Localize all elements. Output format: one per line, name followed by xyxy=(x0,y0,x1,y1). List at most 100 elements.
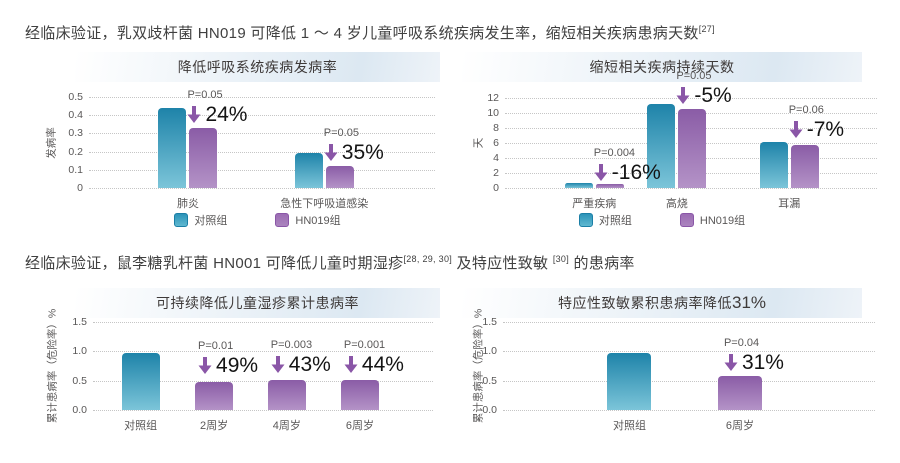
gridline xyxy=(89,188,435,189)
chart-title-emphasis: 31% xyxy=(731,293,767,312)
p-value-label: P=0.05 xyxy=(676,69,712,82)
bar-probiotic-group xyxy=(267,379,306,410)
gridline xyxy=(93,351,433,353)
reduction-percent-label: 35% xyxy=(341,141,384,165)
gridline xyxy=(89,97,435,98)
legend-swatch-hn019 xyxy=(679,213,694,227)
legend-label: 对照组 xyxy=(598,215,632,227)
reduction-row: -16% xyxy=(594,162,661,183)
gridline xyxy=(503,322,875,323)
heading-text: 经临床验证，乳双歧杆菌 HN019 可降低 1 ～ 4 岁儿童呼吸系统疾病发生率… xyxy=(25,25,699,42)
chart-title: 特应性致敏累积患病率降低 xyxy=(557,295,732,311)
chart-title-bar: 降低呼吸系统疾病发病率 xyxy=(75,52,440,82)
y-tick-label: 0.2 xyxy=(68,145,83,158)
y-tick-label: 0 xyxy=(493,182,499,194)
bar-probiotic-group xyxy=(195,381,234,410)
bar-probiotic-group xyxy=(595,183,624,188)
plot-area: 累计患病率（危险率）% 0.0 0.5 1.0 1.5 对照组 6周岁 P=0.04 31% xyxy=(473,309,875,432)
chart-title-bar: 缩短相关疾病持续天数 xyxy=(462,52,862,82)
chart-illness-duration: 缩短相关疾病持续天数 天 0 2 4 6 8 10 12 严重疾病 P=0.004 -16% 高烧 P=… xyxy=(462,52,877,232)
bar-control-group xyxy=(121,353,160,410)
y-tick-label: 1.5 xyxy=(482,316,497,328)
reduction-annotation: P=0.05 24% xyxy=(187,89,247,125)
y-tick-label: 0.1 xyxy=(68,163,83,176)
category-label: 急性下呼吸道感染 xyxy=(280,198,369,210)
reduction-annotation: P=0.05 -5% xyxy=(676,70,731,106)
reduction-annotation: P=0.004 -16% xyxy=(594,147,661,183)
p-value-label: P=0.004 xyxy=(593,146,636,159)
bar-control-group xyxy=(564,183,593,188)
bar-control-group xyxy=(759,141,788,188)
y-tick-label: 1.5 xyxy=(72,316,87,328)
reduction-annotation: P=0.04 31% xyxy=(724,337,784,373)
legend-item: 对照组 xyxy=(578,212,632,228)
reduction-annotation: P=0.05 35% xyxy=(324,127,384,163)
chart-eczema-prevalence: 可持续降低儿童湿疹累计患病率 累计患病率（危险率）% 0.0 0.5 1.0 1.5 对照… xyxy=(47,288,440,448)
y-tick-label: 12 xyxy=(487,92,499,104)
gridline xyxy=(89,133,435,135)
bar-control-group xyxy=(294,153,323,188)
y-tick-label: 1.0 xyxy=(482,345,497,358)
y-tick-label: 0.4 xyxy=(68,109,83,122)
heading-text: 经临床验证，鼠李糖乳杆菌 HN001 可降低儿童时期湿疹 xyxy=(25,255,404,272)
bar-probiotic-group xyxy=(790,144,819,188)
category-label: 2周岁 xyxy=(199,420,229,432)
decrease-arrow-icon xyxy=(324,144,338,162)
y-tick-label: 0 xyxy=(77,182,83,194)
bar-probiotic-group xyxy=(717,375,762,410)
heading-citation: [27] xyxy=(698,24,715,34)
gridline xyxy=(93,380,433,382)
legend-swatch-control xyxy=(578,213,593,227)
decrease-arrow-icon xyxy=(198,356,212,374)
y-tick-label: 10 xyxy=(487,107,499,119)
reduction-row: 49% xyxy=(198,355,258,376)
gridline xyxy=(93,322,433,323)
chart-atopic-sensitization: 特应性致敏累积患病率降低 31% 累计患病率（危险率）% 0.0 0.5 1.0 1.5 对… xyxy=(462,288,875,448)
heading-text: 及特应性致敏 xyxy=(452,255,553,272)
reduction-annotation: P=0.003 43% xyxy=(271,339,331,375)
chart-title: 可持续降低儿童湿疹累计患病率 xyxy=(156,295,359,311)
reduction-row: -7% xyxy=(789,119,844,140)
y-tick-label: 2 xyxy=(493,167,499,179)
decrease-arrow-icon xyxy=(724,354,738,372)
bar-control-group xyxy=(158,107,187,188)
gridline xyxy=(503,351,875,353)
category-label: 4周岁 xyxy=(272,420,301,432)
y-tick-label: 1.0 xyxy=(72,345,87,358)
y-tick-label: 0.3 xyxy=(68,127,83,140)
chart-legend: 对照组 HN019组 xyxy=(462,212,862,228)
p-value-label: P=0.003 xyxy=(270,338,313,351)
bar-probiotic-group xyxy=(189,127,218,188)
reduction-annotation: P=0.01 49% xyxy=(198,340,258,376)
reduction-row: 43% xyxy=(271,354,331,375)
gridline xyxy=(89,115,435,117)
heading-citation: [28, 29, 30] xyxy=(403,254,453,264)
reduction-percent-label: -7% xyxy=(806,118,845,141)
plot-area: 累计患病率（危险率）% 0.0 0.5 1.0 1.5 对照组 2周岁 P=0.01 49% 4周… xyxy=(47,309,433,432)
category-label: 耳漏 xyxy=(778,198,801,210)
reduction-row: -5% xyxy=(676,85,732,106)
chart-legend: 对照组 HN019组 xyxy=(75,212,440,228)
reduction-percent-label: -16% xyxy=(611,160,661,184)
gridline xyxy=(505,188,877,189)
p-value-label: P=0.05 xyxy=(323,127,359,140)
legend-item: HN019组 xyxy=(679,212,745,228)
heading-citation: [30] xyxy=(552,254,570,264)
chart-title: 缩短相关疾病持续天数 xyxy=(589,59,735,75)
gridline xyxy=(89,151,435,153)
gridline xyxy=(93,410,433,411)
p-value-label: P=0.01 xyxy=(198,339,234,352)
decrease-arrow-icon xyxy=(187,106,201,124)
decrease-arrow-icon xyxy=(271,355,285,373)
reduction-percent-label: 44% xyxy=(361,352,404,376)
plot-area: 发病率 0 0.1 0.2 0.3 0.4 0.5 肺炎 P=0.05 24% 急性下呼吸道感染 P=… xyxy=(46,89,435,210)
category-label: 6周岁 xyxy=(725,420,755,432)
bar-control-group xyxy=(647,104,676,188)
p-value-label: P=0.001 xyxy=(343,338,386,351)
section-heading-hn019: 经临床验证，乳双歧杆菌 HN019 可降低 1 ～ 4 岁儿童呼吸系统疾病发生率… xyxy=(25,22,715,43)
reduction-row: 24% xyxy=(187,104,247,125)
reduction-annotation: P=0.001 44% xyxy=(344,339,404,375)
y-tick-label: 4 xyxy=(493,152,499,164)
bar-probiotic-group xyxy=(678,108,707,188)
gridline xyxy=(505,98,877,99)
